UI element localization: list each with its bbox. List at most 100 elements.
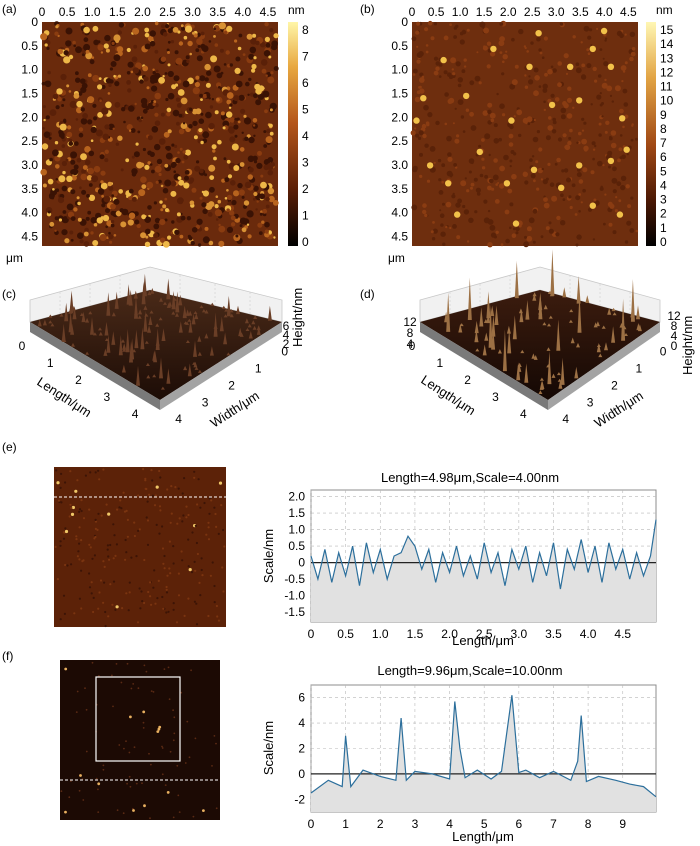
x-tick-label: 1 — [342, 817, 349, 831]
afm-texture-dot — [505, 238, 510, 244]
afm-texture-dot — [575, 195, 581, 201]
surface-peak — [209, 346, 214, 356]
afm-grain — [149, 163, 153, 166]
afm-grain — [44, 43, 48, 47]
surface-peak — [106, 292, 111, 316]
afm-dot — [98, 591, 101, 594]
afm-grain — [59, 123, 67, 131]
surface-peak — [197, 351, 202, 356]
afm-dot — [196, 552, 199, 556]
afm-texture-dot — [543, 197, 548, 203]
afm-grain — [40, 33, 48, 41]
afm-grain — [110, 223, 115, 228]
afm-dot — [141, 782, 143, 785]
width-tick-label: 1 — [635, 361, 642, 375]
afm-grain — [120, 168, 124, 172]
afm-texture-dot — [475, 187, 481, 193]
afm-dot — [128, 775, 131, 778]
surface-peak — [48, 320, 53, 324]
afm-dot — [183, 477, 186, 480]
surface-peak — [138, 309, 143, 315]
afm-dot — [156, 597, 159, 600]
afm-grain — [117, 74, 122, 78]
afm-particle — [508, 117, 515, 124]
afm-dot — [133, 534, 136, 538]
afm-grain — [256, 200, 259, 203]
afm-texture-dot — [491, 187, 495, 191]
panel-a-afm-image-bg — [42, 22, 278, 246]
length-tick-label: 4 — [520, 407, 527, 421]
panel-a-y-ticks: 00.51.01.52.02.53.03.54.04.5 — [21, 15, 38, 243]
afm-grain — [252, 33, 257, 38]
afm-grain — [262, 87, 265, 90]
afm-dot — [126, 518, 129, 522]
afm-texture-dot — [423, 104, 429, 111]
afm-dot — [194, 524, 197, 528]
afm-dot — [104, 624, 107, 628]
afm-grain — [104, 34, 111, 42]
afm-texture-dot — [509, 202, 514, 207]
afm-dot — [85, 750, 88, 753]
surface-peak — [118, 335, 123, 356]
afm-texture-dot — [449, 75, 453, 80]
afm-texture-dot — [501, 72, 505, 76]
afm-texture-dot — [496, 92, 499, 96]
afm-texture-dot — [419, 72, 424, 77]
afm-texture-dot — [474, 75, 481, 82]
afm-grain — [235, 56, 241, 62]
afm-dot — [76, 555, 79, 558]
afm-grain — [158, 172, 162, 177]
surface-peak — [247, 323, 252, 328]
afm-dot — [124, 538, 127, 542]
y-tick-label: 0 — [298, 767, 305, 781]
afm-grain — [166, 48, 170, 52]
afm-dot — [102, 764, 105, 767]
afm-texture-dot — [624, 240, 629, 244]
surface-peak — [146, 374, 151, 379]
afm-texture-dot — [605, 120, 610, 126]
afm-texture-dot — [604, 130, 608, 134]
afm-texture-dot — [630, 51, 636, 57]
x-tick-label: 1.0 — [372, 627, 389, 641]
afm-texture-dot — [497, 182, 500, 184]
afm-texture-dot — [418, 86, 421, 89]
afm-texture-dot — [499, 22, 504, 26]
afm-dot — [207, 521, 210, 524]
surface-peak — [525, 300, 530, 320]
afm-grain — [185, 25, 193, 33]
afm-texture-dot — [411, 204, 418, 211]
surface-peak — [479, 307, 484, 327]
afm-grain — [261, 68, 267, 74]
afm-texture-dot — [421, 75, 425, 79]
afm-grain — [252, 124, 256, 127]
afm-grain — [147, 161, 151, 165]
afm-grain — [173, 75, 180, 82]
afm-grain — [57, 96, 62, 102]
afm-grain — [204, 173, 208, 177]
afm-dot — [84, 474, 87, 477]
afm-grain — [42, 127, 45, 130]
afm-grain — [58, 218, 63, 222]
length-tick-label: 0 — [19, 339, 26, 353]
afm-grain — [256, 162, 263, 169]
afm-texture-dot — [471, 161, 474, 165]
afm-grain — [154, 217, 161, 224]
afm-grain — [271, 44, 278, 51]
afm-texture-dot — [433, 161, 436, 164]
afm-texture-dot — [435, 66, 440, 71]
afm-grain — [80, 78, 86, 84]
afm-grain — [192, 31, 195, 35]
surface-peak — [267, 305, 272, 321]
afm-dot — [177, 594, 181, 597]
afm-dot — [216, 615, 219, 618]
afm-texture-dot — [524, 235, 527, 239]
afm-texture-dot — [498, 137, 503, 142]
afm-texture-dot — [438, 190, 444, 195]
afm-grain — [98, 77, 102, 80]
afm-grain — [205, 82, 211, 88]
afm-particle — [607, 157, 615, 165]
surface-peak — [524, 363, 529, 383]
afm-grain — [199, 75, 206, 82]
afm-texture-dot — [566, 113, 573, 119]
